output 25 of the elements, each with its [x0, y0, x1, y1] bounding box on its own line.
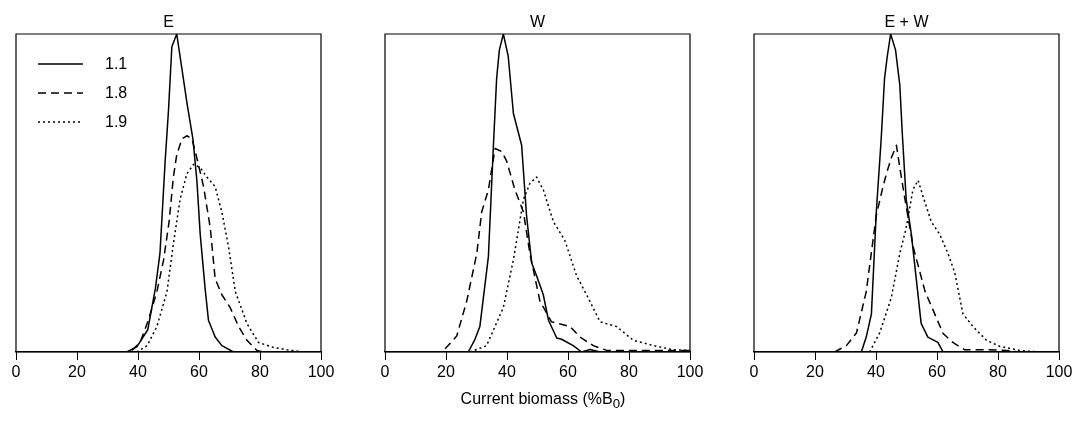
- x-tick-label: 40: [498, 363, 516, 381]
- x-tick-label: 60: [928, 363, 946, 381]
- legend-label: 1.8: [105, 84, 128, 102]
- x-tick-label: 0: [749, 363, 759, 381]
- x-tick-label: 100: [1045, 363, 1073, 381]
- chart-title: E + W: [884, 13, 930, 31]
- x-tick-label: 20: [806, 363, 824, 381]
- x-axis-title: Current biomass (%B$_{0}$): [459, 390, 627, 412]
- chart-title: E: [163, 13, 174, 31]
- x-tick-label: 100: [676, 363, 704, 381]
- x-tick-label: 40: [129, 363, 147, 381]
- x-tick-label: 0: [11, 363, 21, 381]
- x-tick-label: 80: [620, 363, 638, 381]
- x-tick-label: 80: [251, 363, 269, 381]
- x-tick-label: 60: [190, 363, 208, 381]
- x-tick-label: 100: [307, 363, 335, 381]
- x-tick-label: 20: [68, 363, 86, 381]
- chart-title: W: [529, 13, 546, 31]
- x-tick-label: 20: [437, 363, 455, 381]
- legend-label: 1.9: [105, 113, 128, 131]
- x-tick-label: 60: [559, 363, 577, 381]
- legend-label: 1.1: [105, 55, 128, 73]
- x-tick-label: 0: [380, 363, 390, 381]
- x-tick-label: 80: [989, 363, 1007, 381]
- x-tick-label: 40: [867, 363, 885, 381]
